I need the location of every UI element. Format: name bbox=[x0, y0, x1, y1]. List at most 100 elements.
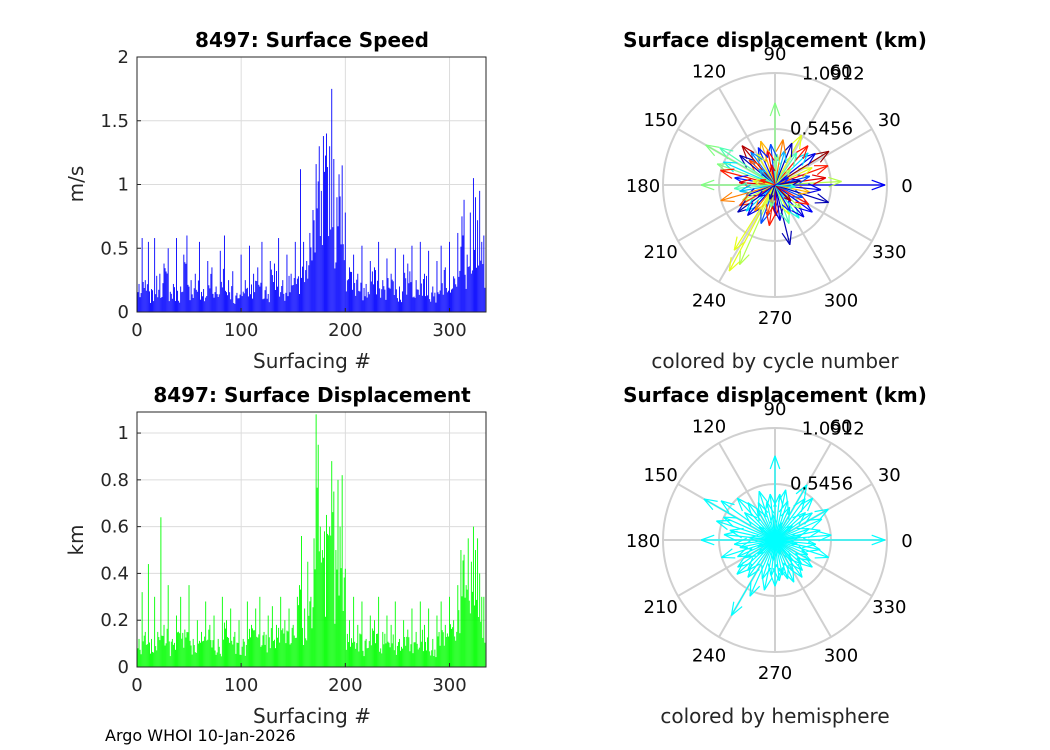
bar bbox=[385, 299, 387, 312]
bar bbox=[272, 282, 274, 312]
bar bbox=[325, 616, 326, 667]
bar bbox=[196, 291, 198, 312]
bar bbox=[261, 241, 263, 312]
bar bbox=[151, 638, 152, 667]
bar bbox=[158, 637, 160, 667]
bar bbox=[264, 644, 266, 667]
bar bbox=[308, 265, 310, 312]
bar bbox=[219, 653, 221, 667]
bar bbox=[167, 585, 169, 667]
y-tick-label: 0.8 bbox=[100, 470, 129, 491]
bar bbox=[262, 299, 264, 312]
bar bbox=[145, 644, 147, 667]
bar bbox=[283, 293, 285, 312]
bar bbox=[395, 654, 397, 667]
bar bbox=[292, 285, 294, 312]
polar-angle-label: 90 bbox=[764, 44, 787, 65]
bar bbox=[188, 585, 190, 667]
bar bbox=[212, 640, 214, 667]
bar bbox=[390, 624, 392, 667]
bar bbox=[471, 591, 473, 667]
bar bbox=[156, 650, 158, 667]
bar bbox=[182, 632, 184, 667]
bar bbox=[198, 640, 200, 667]
displacement-arrow bbox=[769, 164, 776, 186]
bar bbox=[418, 647, 420, 667]
polar-angle-label: 270 bbox=[758, 308, 792, 329]
bar bbox=[374, 267, 375, 312]
bar bbox=[308, 615, 310, 667]
bar bbox=[194, 652, 196, 667]
displacement-arrow bbox=[705, 144, 776, 186]
bar bbox=[465, 288, 467, 312]
bar bbox=[361, 245, 363, 312]
bar bbox=[477, 538, 479, 667]
bar bbox=[476, 267, 478, 312]
bar bbox=[239, 654, 241, 667]
bar bbox=[353, 596, 355, 667]
bar bbox=[165, 643, 167, 667]
bar bbox=[417, 649, 419, 667]
bar bbox=[206, 640, 208, 667]
bar bbox=[286, 630, 288, 667]
bar bbox=[281, 286, 283, 312]
bar bbox=[441, 283, 443, 312]
bar bbox=[441, 630, 443, 667]
bar bbox=[475, 197, 476, 312]
bar bbox=[207, 639, 209, 667]
bar bbox=[453, 620, 455, 667]
bar bbox=[370, 281, 372, 312]
bar bbox=[227, 636, 229, 667]
bar bbox=[341, 165, 343, 312]
bar bbox=[435, 302, 437, 312]
bar bbox=[280, 292, 282, 312]
bar bbox=[333, 491, 335, 667]
bar bbox=[424, 624, 425, 667]
bar bbox=[404, 637, 406, 667]
y-tick-label: 0 bbox=[118, 302, 129, 323]
bar bbox=[392, 281, 394, 312]
bar bbox=[452, 627, 454, 667]
bar bbox=[208, 629, 210, 667]
bar bbox=[172, 283, 174, 312]
polar-hemisphere-caption: colored by hemisphere bbox=[660, 704, 889, 728]
bar bbox=[163, 624, 165, 667]
bar bbox=[415, 631, 417, 667]
bar bbox=[303, 241, 305, 312]
bar bbox=[467, 538, 469, 667]
displacement-y-axis-label: km bbox=[64, 524, 88, 555]
bar bbox=[459, 270, 461, 312]
bar bbox=[287, 296, 289, 312]
bar bbox=[160, 297, 162, 312]
bar bbox=[139, 649, 141, 667]
bar bbox=[152, 290, 154, 312]
bar bbox=[221, 287, 223, 312]
bar bbox=[319, 236, 321, 312]
bar bbox=[234, 631, 236, 667]
bar bbox=[425, 641, 426, 667]
bar bbox=[186, 632, 188, 667]
polar-angle-label: 180 bbox=[626, 531, 660, 552]
polar-angle-label: 60 bbox=[830, 417, 853, 438]
bar bbox=[483, 596, 485, 667]
bar bbox=[200, 299, 201, 312]
bar bbox=[152, 651, 154, 667]
bar bbox=[444, 624, 446, 667]
bar bbox=[273, 263, 275, 312]
polar-cycle-title: Surface displacement (km) bbox=[623, 28, 927, 52]
bar bbox=[352, 289, 354, 312]
bar bbox=[252, 628, 254, 667]
bar bbox=[297, 605, 299, 667]
bar bbox=[363, 656, 365, 667]
bar bbox=[401, 302, 402, 312]
bar bbox=[264, 290, 266, 312]
bar bbox=[164, 645, 166, 667]
bar bbox=[214, 650, 216, 667]
displacement-arrow bbox=[757, 184, 776, 198]
bar bbox=[461, 216, 463, 312]
bar bbox=[458, 276, 460, 312]
bar bbox=[336, 569, 338, 667]
displacement-arrow bbox=[733, 184, 776, 251]
bar bbox=[306, 640, 308, 667]
bar bbox=[138, 283, 140, 312]
